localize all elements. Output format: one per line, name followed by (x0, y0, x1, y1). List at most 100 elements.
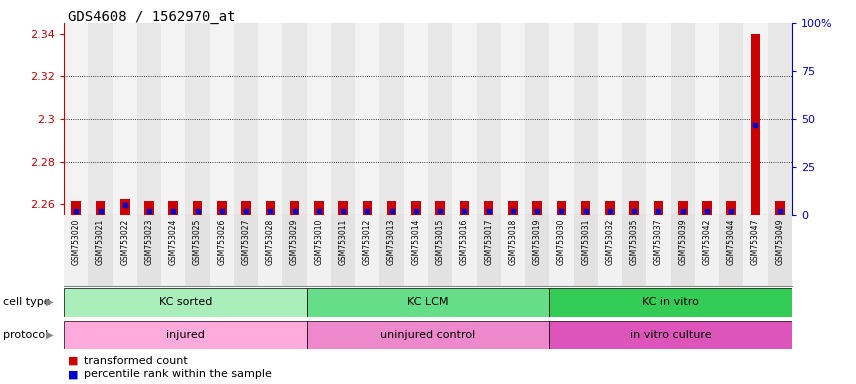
Bar (743, 23, 768, 215)
Bar (768, 23, 792, 215)
Bar (597, 215, 622, 286)
Bar (452, 23, 477, 215)
Bar (64, 288, 306, 317)
Text: ▶: ▶ (46, 297, 54, 307)
Point (142, 208, 156, 214)
Text: GSM753022: GSM753022 (121, 218, 129, 265)
Point (748, 122, 762, 128)
Bar (234, 215, 259, 286)
Point (724, 208, 738, 214)
Bar (404, 215, 428, 286)
Text: GSM753027: GSM753027 (241, 218, 251, 265)
Bar (775, 201, 784, 215)
Bar (501, 23, 525, 215)
Text: ■: ■ (68, 356, 79, 366)
Text: injured: injured (166, 330, 205, 340)
Bar (605, 201, 615, 215)
Bar (743, 215, 768, 286)
Bar (532, 201, 542, 215)
Point (360, 208, 374, 214)
Bar (88, 215, 113, 286)
Bar (435, 201, 445, 215)
Bar (355, 215, 379, 286)
Text: GSM753028: GSM753028 (266, 218, 275, 265)
Bar (646, 215, 670, 286)
Text: GSM753049: GSM753049 (776, 218, 784, 265)
Point (457, 208, 471, 214)
Point (555, 208, 568, 214)
Bar (186, 23, 210, 215)
Bar (265, 201, 275, 215)
Bar (88, 23, 113, 215)
Point (603, 208, 616, 214)
Bar (574, 215, 597, 286)
Bar (289, 201, 300, 215)
Point (627, 208, 641, 214)
Bar (306, 321, 550, 349)
Point (215, 208, 229, 214)
Bar (678, 201, 687, 215)
Text: GSM753017: GSM753017 (484, 218, 493, 265)
Bar (525, 23, 550, 215)
Text: GSM753016: GSM753016 (460, 218, 469, 265)
Bar (646, 23, 670, 215)
Bar (331, 23, 355, 215)
Text: GSM753035: GSM753035 (630, 218, 639, 265)
Text: GSM753019: GSM753019 (532, 218, 542, 265)
Bar (768, 215, 792, 286)
Bar (314, 201, 324, 215)
Bar (702, 201, 711, 215)
Bar (484, 201, 493, 215)
Bar (654, 201, 663, 215)
Point (506, 208, 520, 214)
Bar (241, 201, 251, 215)
Text: GSM753020: GSM753020 (72, 218, 80, 265)
Bar (331, 215, 355, 286)
Bar (306, 215, 331, 286)
Point (675, 208, 689, 214)
Bar (726, 201, 736, 215)
Bar (629, 201, 639, 215)
Bar (719, 23, 743, 215)
Point (191, 208, 205, 214)
Text: GSM753044: GSM753044 (727, 218, 735, 265)
Bar (751, 34, 760, 215)
Text: GSM753014: GSM753014 (412, 218, 420, 265)
Point (384, 208, 398, 214)
Text: GSM753018: GSM753018 (508, 218, 517, 265)
Point (264, 208, 277, 214)
Bar (580, 201, 591, 215)
Point (312, 208, 325, 214)
Text: GSM753030: GSM753030 (557, 218, 566, 265)
Bar (64, 321, 306, 349)
Bar (137, 23, 161, 215)
Bar (508, 201, 518, 215)
Bar (670, 215, 695, 286)
Bar (120, 199, 130, 215)
Bar (452, 215, 477, 286)
Text: GSM753042: GSM753042 (703, 218, 711, 265)
Text: GSM753039: GSM753039 (678, 218, 687, 265)
Bar (670, 23, 695, 215)
Bar (428, 23, 452, 215)
Text: uninjured control: uninjured control (380, 330, 476, 340)
Bar (137, 215, 161, 286)
Bar (460, 201, 469, 215)
Bar (306, 288, 550, 317)
Bar (161, 23, 186, 215)
Bar (169, 201, 178, 215)
Point (530, 208, 544, 214)
Point (700, 208, 714, 214)
Bar (282, 215, 306, 286)
Point (409, 208, 423, 214)
Bar (306, 23, 331, 215)
Point (433, 208, 447, 214)
Point (118, 202, 132, 209)
Bar (282, 23, 306, 215)
Bar (64, 215, 88, 286)
Text: GSM753015: GSM753015 (436, 218, 444, 265)
Bar (550, 215, 574, 286)
Text: protocol: protocol (3, 330, 48, 340)
Text: transformed count: transformed count (84, 356, 187, 366)
Bar (477, 215, 501, 286)
